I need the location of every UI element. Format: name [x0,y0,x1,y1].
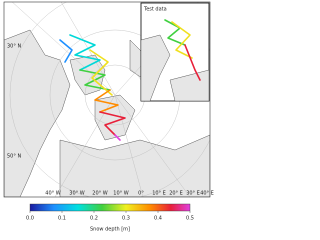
longitude-label: 0° [138,191,144,197]
longitude-label: 10° E [152,191,166,197]
map-frame [3,1,211,198]
colorbar-tick-label: 0.1 [58,216,66,222]
longitude-label: 40° E [200,191,214,197]
colorbar-tick-label: 0.5 [186,216,194,222]
longitude-label: 20° E [169,191,183,197]
colorbar-label: Snow depth [m] [90,227,130,233]
longitude-label: 30° W [69,191,84,197]
colorbar-tick-label: 0.2 [90,216,98,222]
longitude-label: 20° W [92,191,107,197]
latitude-label: 30° N [7,44,21,50]
latitude-label: 50° N [7,154,21,160]
colorbar [29,203,191,212]
inset-map: Test data [140,2,210,102]
longitude-label: 40° W [45,191,60,197]
inset-label: Test data [143,7,167,13]
longitude-label: 10° W [113,191,128,197]
colorbar-tick-label: 0.0 [26,216,34,222]
map-figure: Test data Snow depth [m] 30° N 50° N 40° W… [3,1,214,233]
colorbar-tick-label: 0.4 [154,216,162,222]
longitude-label: 30° E [186,191,200,197]
colorbar-tick-label: 0.3 [122,216,130,222]
